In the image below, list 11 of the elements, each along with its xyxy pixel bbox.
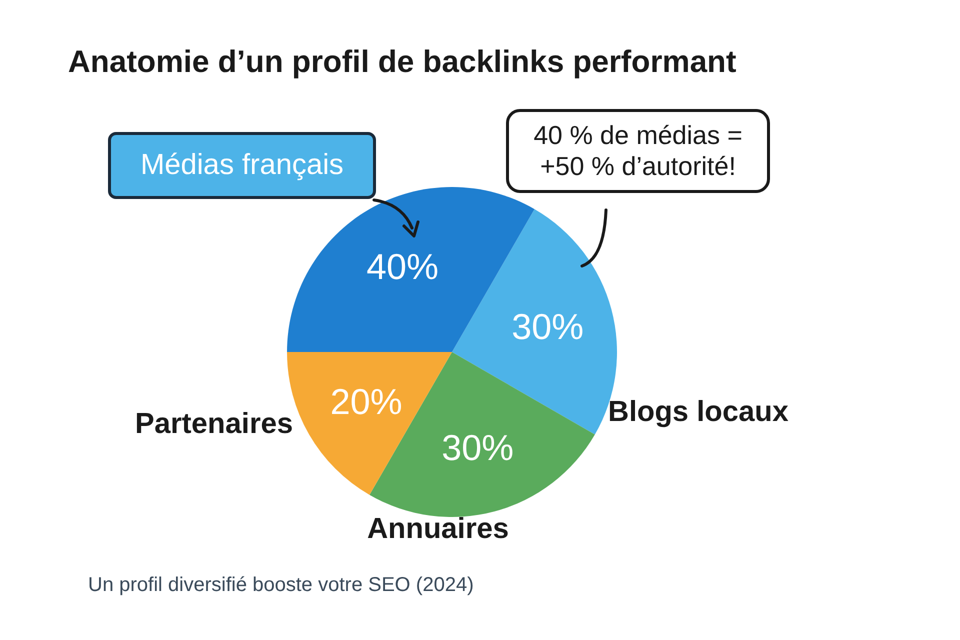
text: 40 % de médias = +50 % d’autorité! xyxy=(506,109,770,193)
data-label: 40% xyxy=(366,246,439,287)
data-label: 20% xyxy=(330,381,402,422)
data-label: 30% xyxy=(512,306,584,347)
text: Un profil diversifié booste votre SEO (2024) xyxy=(88,574,474,597)
slice-label: Annuaires xyxy=(366,513,510,546)
slice-label: Blogs locaux xyxy=(608,396,788,429)
slice-label: Partenaires xyxy=(134,408,293,441)
slice-label: Médias français xyxy=(108,132,376,199)
chart-title: Anatomie d’un profil de backlinks performant xyxy=(68,44,736,80)
data-label: 30% xyxy=(442,427,514,468)
